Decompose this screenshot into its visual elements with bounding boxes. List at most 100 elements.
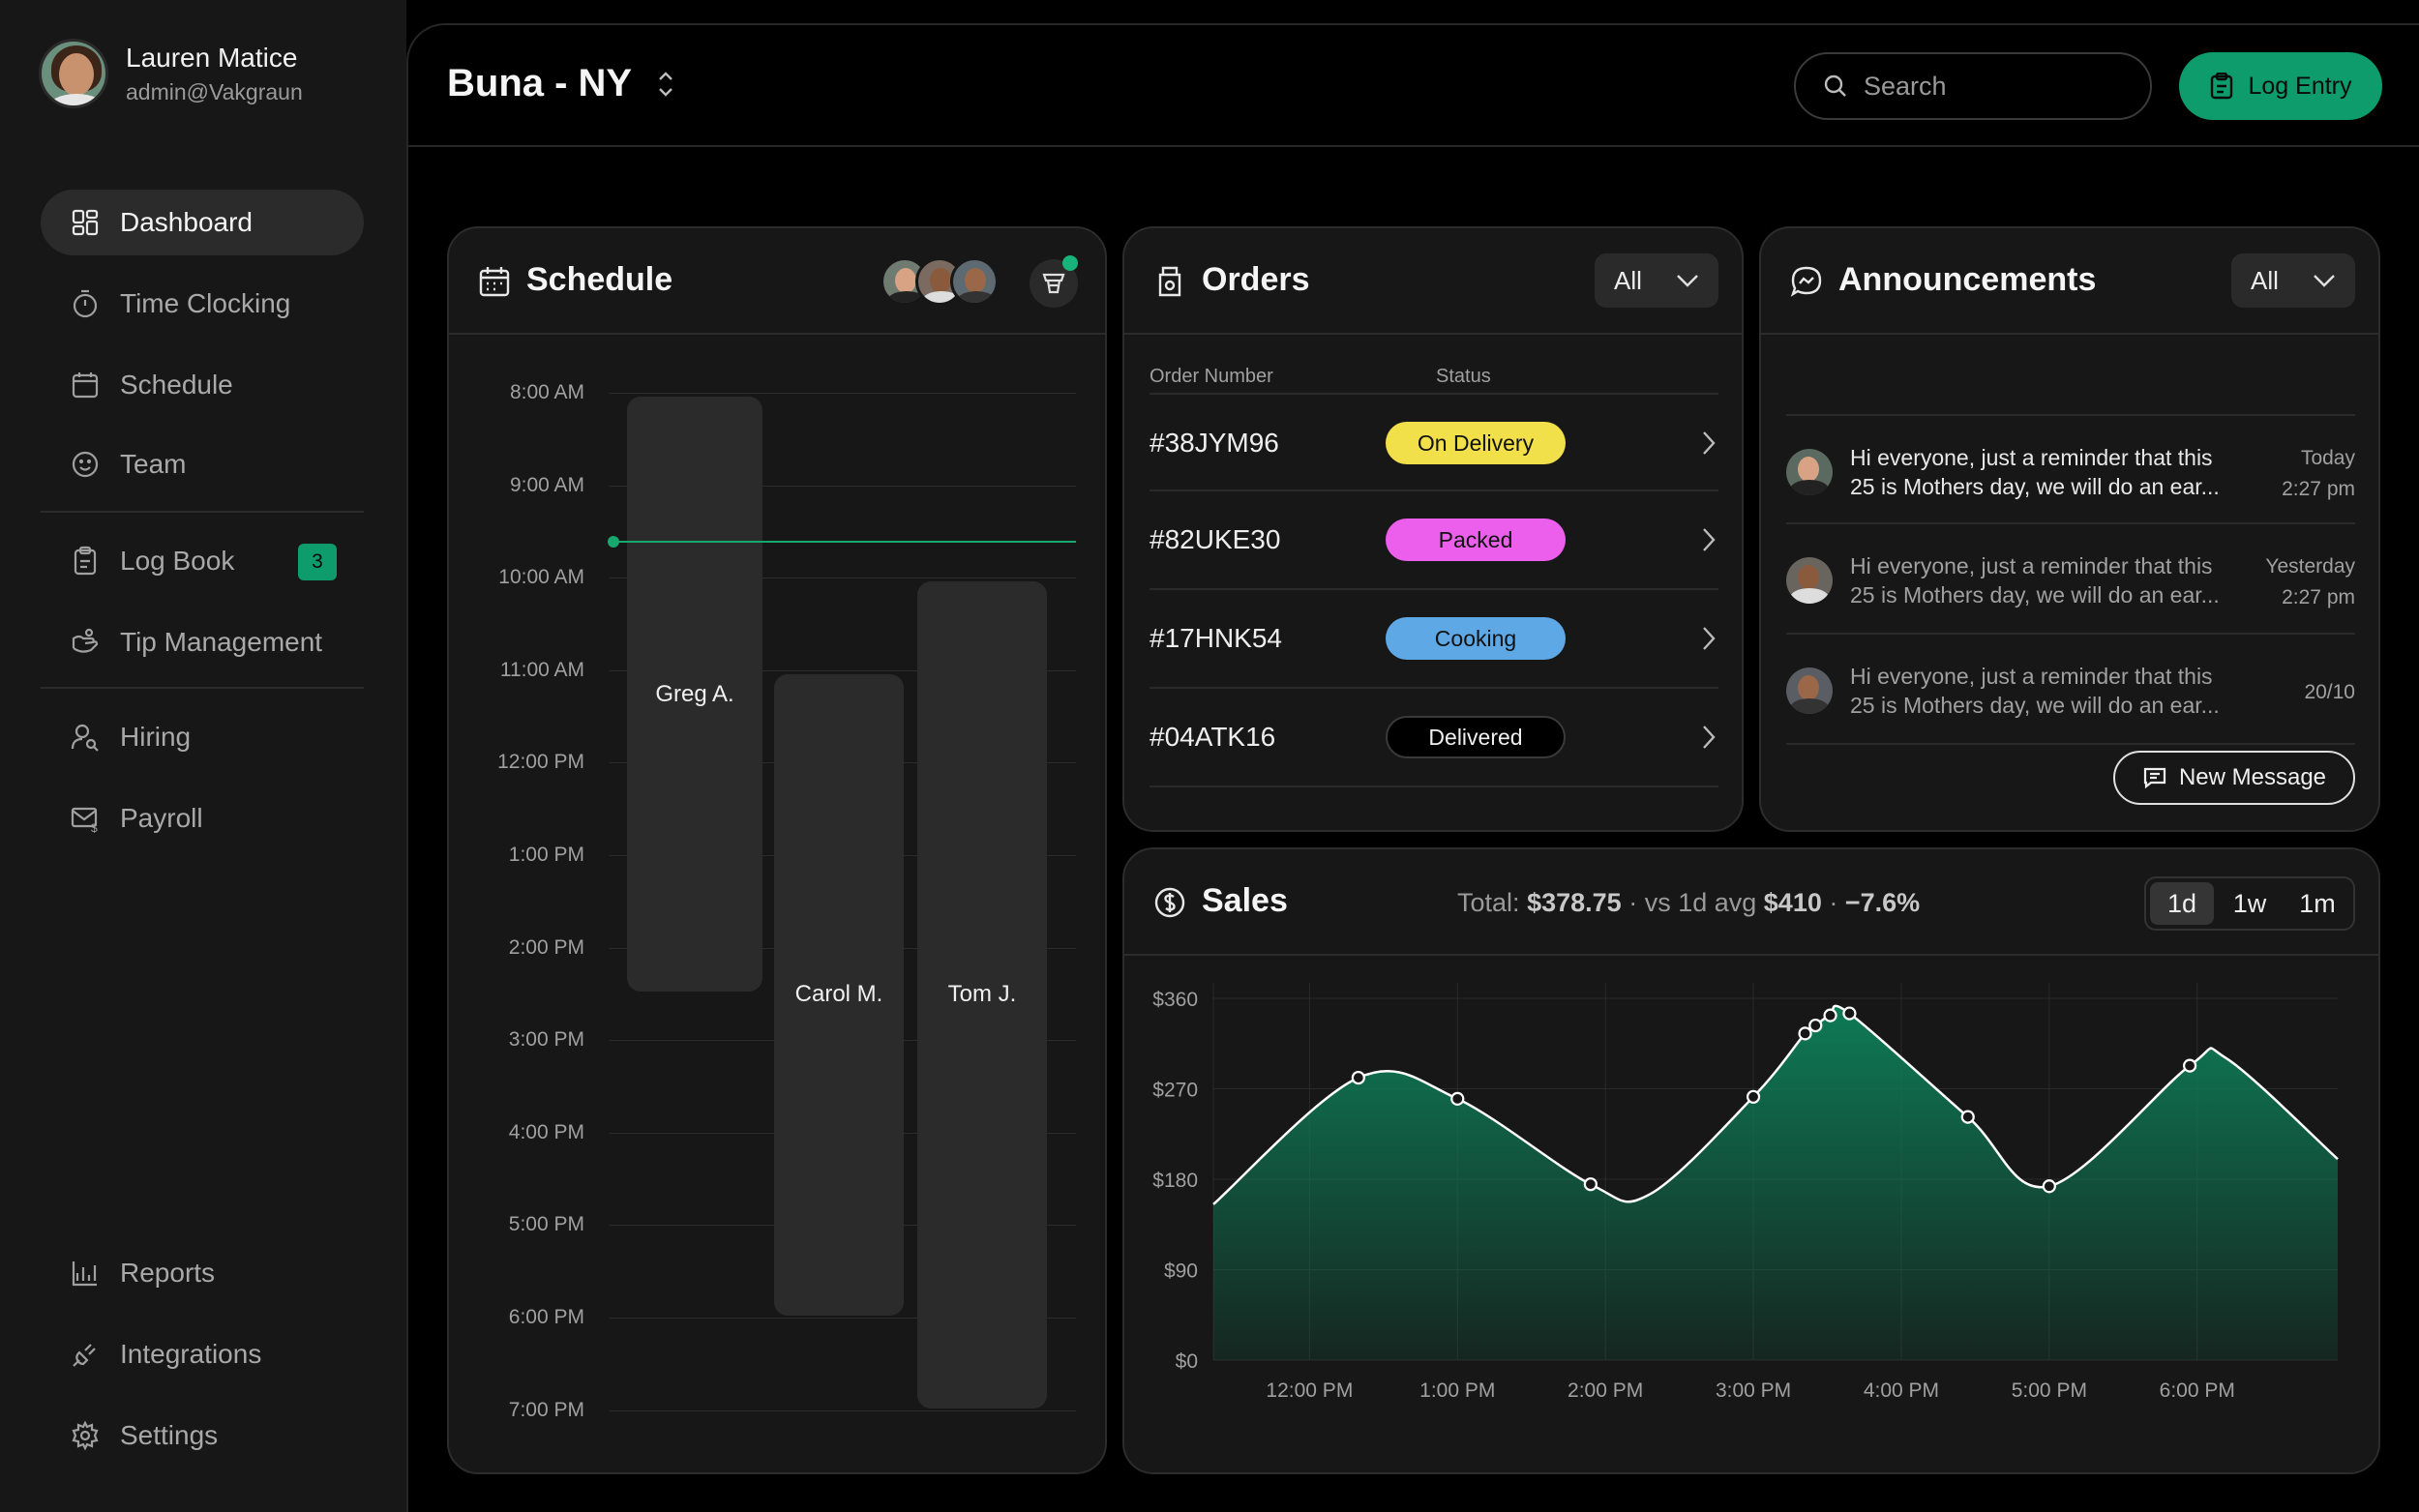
data-point[interactable] xyxy=(2183,1058,2197,1073)
data-point[interactable] xyxy=(1746,1089,1761,1104)
location-switch-icon[interactable] xyxy=(654,70,677,99)
list-item[interactable]: Hi everyone, just a reminder that this 25… xyxy=(1786,414,2355,524)
sidebar: Lauren Matice admin@Vakgraun Dashboard T… xyxy=(0,0,406,1512)
sidebar-item-schedule[interactable]: Schedule xyxy=(41,352,364,418)
table-row[interactable]: #17HNK54 Cooking xyxy=(1150,590,1718,689)
y-tick-label: $270 xyxy=(1152,1080,1198,1102)
user-email: admin@Vakgraun xyxy=(126,78,303,104)
chevron-down-icon xyxy=(2314,275,2335,287)
announcement-date: Today 2:27 pm xyxy=(2249,443,2355,505)
chart-icon xyxy=(70,1258,101,1289)
team-avatars[interactable] xyxy=(881,257,999,306)
x-tick-label: 4:00 PM xyxy=(1864,1379,1939,1402)
data-point[interactable] xyxy=(1450,1091,1465,1106)
chevron-right-icon[interactable] xyxy=(1701,430,1717,457)
sidebar-item-reports[interactable]: Reports xyxy=(41,1240,364,1306)
time-label: 12:00 PM xyxy=(497,751,584,774)
announcements-title: Announcements xyxy=(1838,261,2097,298)
announcement-day: Today xyxy=(2300,447,2355,469)
shift-block[interactable]: Carol M. xyxy=(774,673,904,1316)
data-point[interactable] xyxy=(1960,1110,1975,1124)
sidebar-item-team[interactable]: Team xyxy=(41,431,364,497)
order-number: #04ATK16 xyxy=(1150,722,1276,752)
sales-chart: $0 $90 $180 $270 $360 12:00 PM 1:00 PM 2:00 PM 3… xyxy=(1152,983,2339,1402)
data-point[interactable] xyxy=(1583,1177,1598,1192)
range-selector: 1d 1w 1m xyxy=(2144,876,2355,931)
dollar-icon xyxy=(1154,887,1185,918)
sidebar-item-hiring[interactable]: Hiring xyxy=(41,704,364,770)
x-tick-label: 5:00 PM xyxy=(2012,1379,2087,1402)
data-point[interactable] xyxy=(1823,1008,1837,1023)
sidebar-item-label: Tip Management xyxy=(120,627,323,657)
chevron-right-icon[interactable] xyxy=(1701,625,1717,652)
range-1d-button[interactable]: 1d xyxy=(2150,882,2214,925)
sales-header: Sales Total: $378.75 · vs 1d avg $410 · … xyxy=(1124,849,2378,956)
data-point[interactable] xyxy=(2042,1179,2056,1194)
sidebar-item-dashboard[interactable]: Dashboard xyxy=(41,190,364,255)
chevron-down-icon xyxy=(1677,275,1698,287)
user-profile[interactable]: Lauren Matice admin@Vakgraun xyxy=(39,39,303,108)
order-number: #82UKE30 xyxy=(1150,524,1281,554)
table-row[interactable]: #82UKE30 Packed xyxy=(1150,491,1718,590)
sidebar-item-label: Time Clocking xyxy=(120,288,291,318)
time-label: 10:00 AM xyxy=(498,566,584,589)
grid-line xyxy=(610,485,1076,487)
table-row[interactable]: #38JYM96 On Delivery xyxy=(1150,393,1718,491)
y-tick-label: $180 xyxy=(1152,1170,1198,1192)
range-1w-button[interactable]: 1w xyxy=(2232,888,2267,918)
sidebar-item-tip-management[interactable]: Tip Management xyxy=(41,609,364,675)
filter-active-dot xyxy=(1062,255,1078,271)
announcements-header: Announcements All xyxy=(1761,228,2378,335)
message-icon xyxy=(2143,767,2166,789)
order-number: #38JYM96 xyxy=(1150,428,1279,458)
orders-filter-dropdown[interactable]: All xyxy=(1595,253,1718,308)
status-badge: On Delivery xyxy=(1386,422,1566,464)
calendar-icon xyxy=(70,370,101,400)
sidebar-item-label: Dashboard xyxy=(120,207,253,237)
sidebar-item-settings[interactable]: Settings xyxy=(41,1403,364,1468)
data-point[interactable] xyxy=(1798,1026,1812,1041)
shift-block[interactable]: Tom J. xyxy=(917,581,1047,1408)
sidebar-item-integrations[interactable]: Integrations xyxy=(41,1321,364,1387)
shift-block[interactable]: Greg A. xyxy=(627,397,762,993)
page-title: Buna - NY xyxy=(447,62,633,104)
sidebar-item-log-book[interactable]: Log Book 3 xyxy=(41,528,364,594)
log-entry-button[interactable]: Log Entry xyxy=(2179,52,2382,120)
grid-line xyxy=(610,1318,1076,1319)
user-search-icon xyxy=(70,722,101,753)
announcement-line: Hi everyone, just a reminder that this xyxy=(1850,445,2213,470)
time-label: 8:00 AM xyxy=(509,381,584,403)
user-name: Lauren Matice xyxy=(126,42,298,73)
schedule-card: Schedule 8:00 AM 9:00 AM 10:00 AM 11:00 AM 1… xyxy=(447,226,1107,1474)
chat-bubble-icon xyxy=(1790,266,1822,297)
search-box[interactable] xyxy=(1794,52,2152,120)
payroll-icon: $ xyxy=(70,803,101,834)
table-row[interactable]: #04ATK16 Delivered xyxy=(1150,689,1718,787)
chevron-right-icon[interactable] xyxy=(1701,526,1717,553)
new-message-button[interactable]: New Message xyxy=(2113,751,2355,805)
announcement-line: 25 is Mothers day, we will do an ear... xyxy=(1850,582,2220,608)
dashboard-icon xyxy=(70,207,101,238)
data-point[interactable] xyxy=(1808,1018,1823,1033)
announcements-filter-dropdown[interactable]: All xyxy=(2231,253,2355,308)
search-input[interactable] xyxy=(1864,71,2135,102)
list-item[interactable]: Hi everyone, just a reminder that this 25… xyxy=(1786,524,2355,635)
announcement-text: Hi everyone, just a reminder that this 25… xyxy=(1850,443,2247,501)
data-point[interactable] xyxy=(1351,1070,1365,1085)
data-point[interactable] xyxy=(1842,1006,1857,1021)
announcement-time: 2:27 pm xyxy=(2282,586,2355,608)
sidebar-item-label: Settings xyxy=(120,1420,219,1450)
time-label: 5:00 PM xyxy=(508,1213,584,1236)
sidebar-item-payroll[interactable]: $ Payroll xyxy=(41,786,364,851)
list-item[interactable]: Hi everyone, just a reminder that this 25… xyxy=(1786,635,2355,745)
sales-card: Sales Total: $378.75 · vs 1d avg $410 · … xyxy=(1122,847,2380,1474)
avatar xyxy=(1786,667,1833,714)
sidebar-item-time-clocking[interactable]: Time Clocking xyxy=(41,271,364,337)
y-tick-label: $90 xyxy=(1164,1260,1198,1283)
current-time-line xyxy=(613,540,1076,543)
chevron-right-icon[interactable] xyxy=(1701,724,1717,751)
avatar xyxy=(950,257,999,306)
smile-icon xyxy=(70,449,101,480)
sales-title: Sales xyxy=(1202,882,1288,919)
range-1m-button[interactable]: 1m xyxy=(2299,888,2336,918)
